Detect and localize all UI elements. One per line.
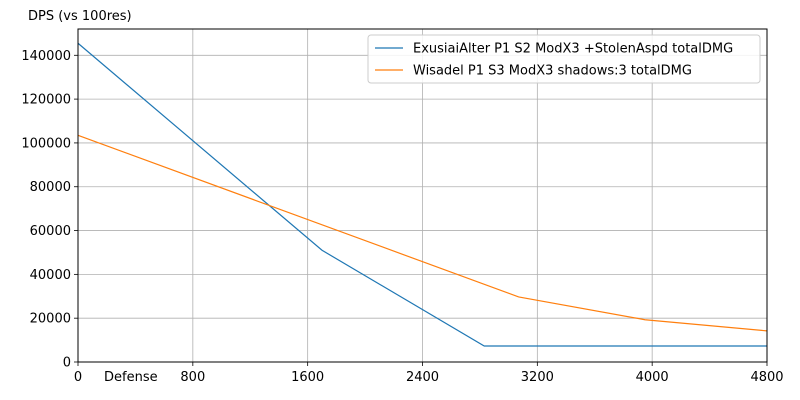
- x-tick-label: 4800: [750, 370, 783, 385]
- x-tick-label: 800: [180, 370, 205, 385]
- x-tick-label: 4000: [636, 370, 669, 385]
- y-tick-label: 60000: [30, 224, 71, 239]
- grid: [77, 29, 768, 363]
- x-tick-label: 0: [74, 370, 82, 385]
- legend-entry-2: Wisadel P1 S3 ModX3 shadows:3 totalDMG: [413, 64, 692, 79]
- series-line-1: [77, 42, 767, 347]
- axis-ticks: 0 800 1600 2400 3200 4000 4800 0 20000 40000 60000…: [21, 49, 783, 385]
- legend-box: [367, 34, 761, 84]
- y-tick-label: 80000: [30, 180, 71, 195]
- y-tick-label: 120000: [21, 93, 71, 108]
- y-tick-label: 0: [63, 356, 71, 371]
- y-tick-label: 20000: [30, 312, 71, 327]
- series-line-2: [77, 134, 768, 332]
- legend: ExusiaiAlter P1 S2 ModX3 +StolenAspd tot…: [367, 34, 761, 84]
- y-axis-label: DPS (vs 100res): [28, 9, 132, 24]
- x-axis-label: Defense: [104, 370, 158, 385]
- x-tick-label: 3200: [521, 370, 554, 385]
- y-tick-label: 100000: [21, 136, 71, 151]
- y-tick-label: 40000: [30, 268, 71, 283]
- legend-entry-1: ExusiaiAlter P1 S2 ModX3 +StolenAspd tot…: [413, 42, 733, 57]
- x-tick-label: 2400: [406, 370, 439, 385]
- series-lines: [77, 42, 768, 347]
- y-tick-label: 140000: [21, 49, 71, 64]
- x-tick-label: 1600: [291, 370, 324, 385]
